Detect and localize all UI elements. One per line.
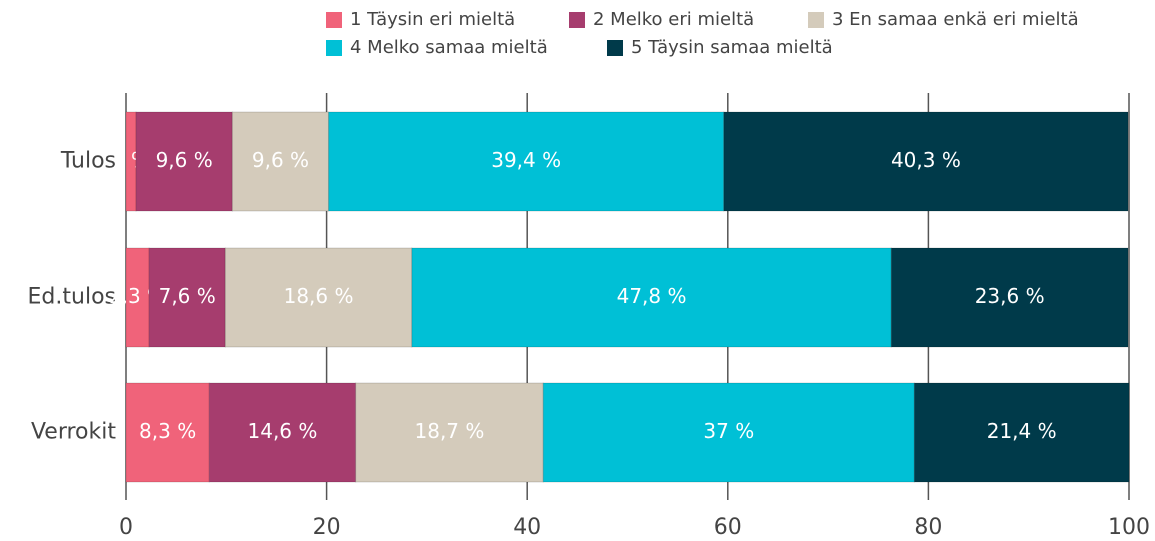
bar-segment xyxy=(148,247,226,348)
data-label: 9,6 % xyxy=(156,148,213,172)
y-tick-label: Verrokit xyxy=(31,420,116,445)
bar-segment xyxy=(231,111,330,212)
legend-swatch xyxy=(569,12,585,28)
x-tick-label: 0 xyxy=(119,515,133,540)
legend-label: 3 En samaa enkä eri mieltä xyxy=(832,9,1079,30)
data-label: 8,3 % xyxy=(139,419,196,443)
data-label: 21,4 % xyxy=(987,419,1057,443)
legend-swatch xyxy=(326,40,342,56)
data-label: 47,8 % xyxy=(617,284,687,308)
y-tick-label: Ed.tulos xyxy=(28,285,116,310)
bar-segment xyxy=(542,382,915,483)
bar-segment xyxy=(328,111,725,212)
data-label: 40,3 % xyxy=(891,148,961,172)
data-label: 37 % xyxy=(703,419,754,443)
bar-segment xyxy=(411,247,892,348)
bar-segment xyxy=(355,382,544,483)
data-label: 9,6 % xyxy=(252,148,309,172)
bar-segment xyxy=(890,247,1129,348)
x-tick-label: 40 xyxy=(513,515,541,540)
bar-segment xyxy=(135,111,233,212)
x-tick-label: 60 xyxy=(714,515,742,540)
legend-swatch xyxy=(326,12,342,28)
data-label: 18,7 % xyxy=(415,419,485,443)
legend-label: 5 Täysin samaa mieltä xyxy=(631,37,833,58)
x-tick-label: 100 xyxy=(1108,515,1150,540)
data-label: 18,6 % xyxy=(284,284,354,308)
y-tick-label: Tulos xyxy=(60,149,116,174)
bar-segment xyxy=(125,382,210,483)
x-tick-label: 80 xyxy=(914,515,942,540)
data-label: 7,6 % xyxy=(159,284,216,308)
x-tick-label: 20 xyxy=(313,515,341,540)
legend-swatch xyxy=(808,12,824,28)
bar-segment xyxy=(913,382,1130,483)
legend-label: 4 Melko samaa mieltä xyxy=(350,37,548,58)
bar-segment xyxy=(224,247,413,348)
bar-segment xyxy=(208,382,357,483)
legend-swatch xyxy=(607,40,623,56)
legend-label: 1 Täysin eri mieltä xyxy=(350,9,515,30)
bar-segment xyxy=(723,111,1129,212)
data-label: 39,4 % xyxy=(491,148,561,172)
data-label: 14,6 % xyxy=(248,419,318,443)
data-label: 23,6 % xyxy=(975,284,1045,308)
legend-label: 2 Melko eri mieltä xyxy=(593,9,754,30)
